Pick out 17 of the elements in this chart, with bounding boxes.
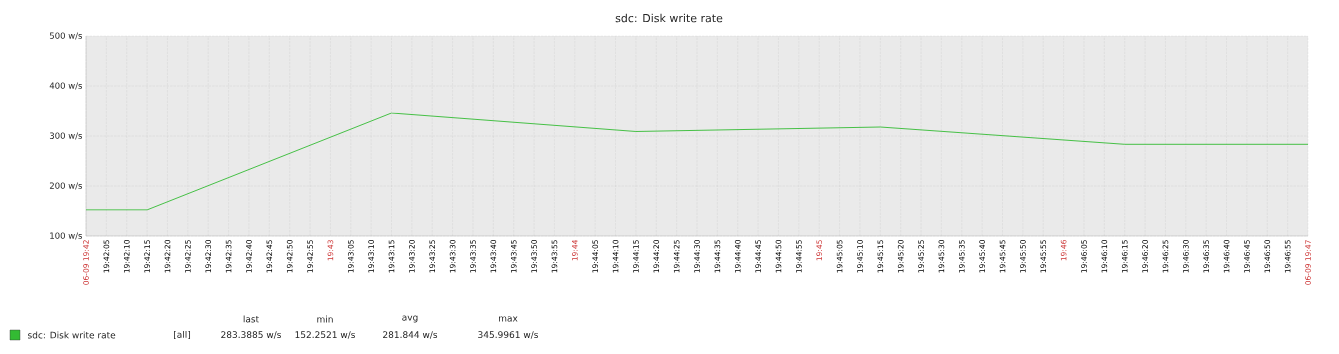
text: last xyxy=(243,315,259,323)
y-tick-label: 400 w/s xyxy=(49,82,83,90)
text: 345.9961 w/s xyxy=(478,331,538,339)
chart-title: sdc: Disk write rate xyxy=(615,13,723,23)
y-tick-label: 500 w/s xyxy=(49,32,83,40)
legend-label: sdc: Disk write rate xyxy=(28,331,116,339)
text: min xyxy=(317,315,333,323)
text: avg xyxy=(402,315,418,323)
y-tick-label: 200 w/s xyxy=(49,182,83,190)
text: 152.2521 w/s xyxy=(295,331,355,339)
text: 281.844 w/s xyxy=(383,331,438,339)
text: max xyxy=(499,316,518,322)
text: [all] xyxy=(174,330,191,340)
y-tick-label: 100 w/s xyxy=(50,232,83,240)
line-series xyxy=(86,112,1309,211)
y-tick-label: 300 w/s xyxy=(49,132,83,140)
text: 283.3885 w/s xyxy=(221,331,281,339)
